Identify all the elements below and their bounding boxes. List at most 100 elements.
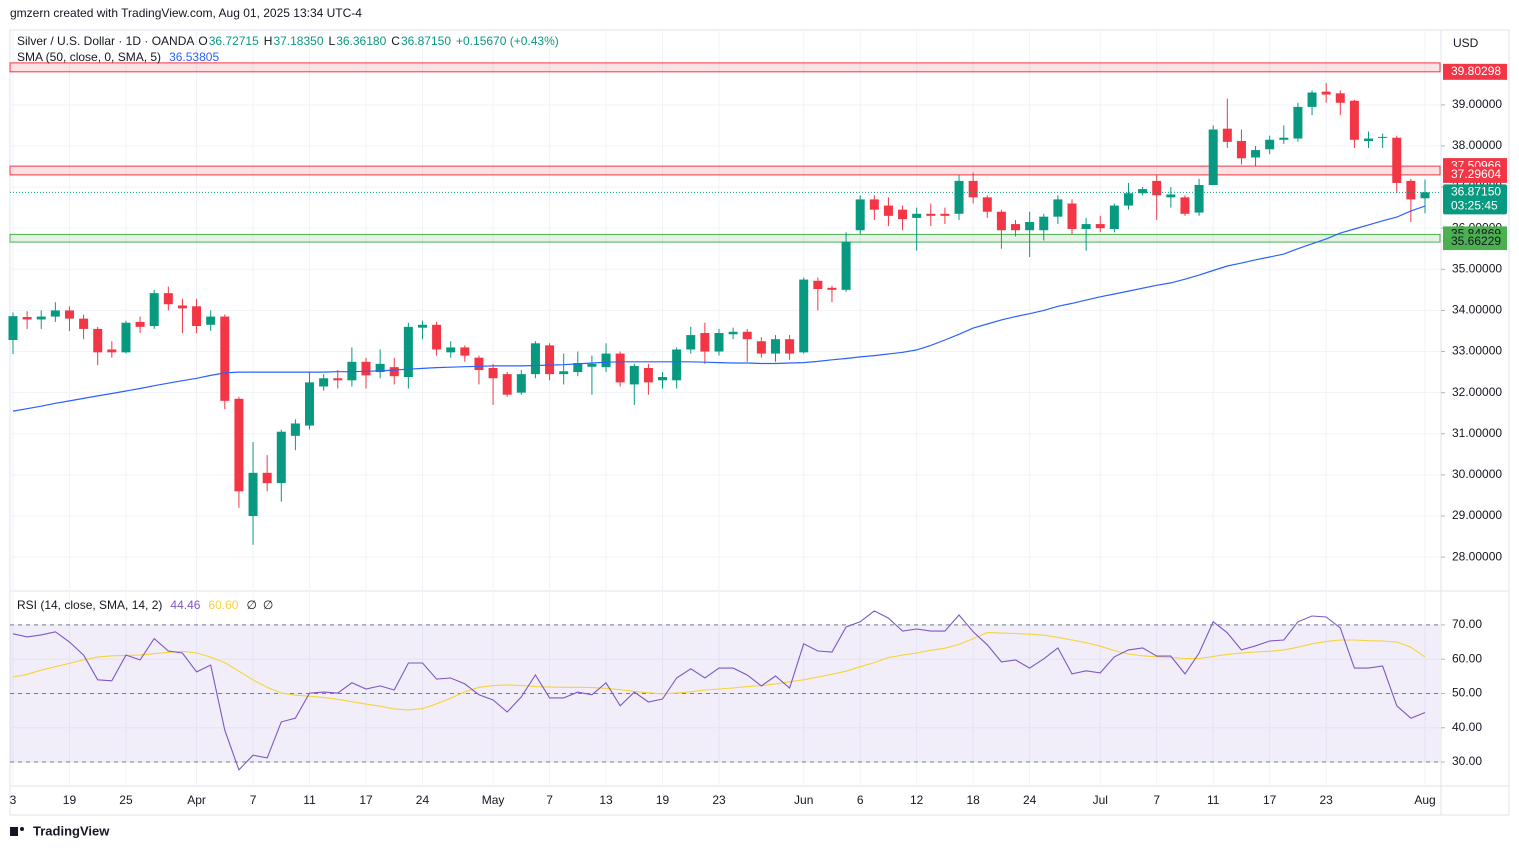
candle-body (1011, 224, 1021, 231)
candle-body (1152, 180, 1162, 196)
candle-body (1222, 128, 1232, 142)
legend-text: C (391, 34, 400, 48)
candle-body (799, 279, 809, 353)
x-tick-label: 13 (599, 793, 613, 807)
y-tick-label: 34.00000 (1452, 303, 1502, 317)
candle-body (333, 378, 343, 381)
candle-body (149, 293, 159, 327)
x-tick-label: 7 (1153, 793, 1160, 807)
candle-body (93, 328, 103, 353)
zone (9, 233, 1441, 243)
x-tick-label: 19 (63, 793, 77, 807)
y-tick-label: 32.00000 (1452, 385, 1502, 399)
countdown: 03:25:45 (1451, 199, 1498, 213)
candle-body (64, 310, 74, 319)
x-tick-label: 17 (1263, 793, 1277, 807)
candle-body (869, 199, 879, 210)
candle-body (375, 363, 385, 373)
legend-text: 44.46 (170, 598, 200, 612)
legend-text: 36.87150 (401, 34, 451, 48)
candle-body (121, 322, 131, 353)
candle-body (996, 211, 1006, 231)
x-tick-label: 24 (1023, 793, 1037, 807)
x-tick-label: 3 (10, 793, 17, 807)
last-price-label: 36.87150 (1451, 185, 1501, 199)
x-tick-label: Aug (1414, 793, 1435, 807)
legend-text: 36.53805 (169, 50, 219, 64)
y-tick-label: 29.00000 (1452, 508, 1502, 522)
candle-body (206, 316, 216, 325)
candle-body (220, 316, 230, 401)
candle-body (1095, 224, 1105, 229)
y-tick-label: 38.00000 (1452, 138, 1502, 152)
candle-body (474, 357, 484, 371)
x-tick-label: Apr (187, 793, 206, 807)
legend-text: O (198, 34, 207, 48)
x-tick-label: 23 (1319, 793, 1333, 807)
candle-body (686, 335, 696, 350)
candle-body (1335, 93, 1345, 103)
candle-body (460, 347, 470, 356)
x-tick-label: 25 (119, 793, 133, 807)
x-tick-label: 6 (857, 793, 864, 807)
candle-body (855, 199, 865, 231)
zone-label-box (1443, 63, 1507, 80)
candle-body (643, 367, 653, 383)
zone-label: 37.29604 (1451, 167, 1501, 181)
currency: USD (1453, 36, 1479, 50)
legend-text: 36.36180 (336, 34, 386, 48)
candle-body (898, 209, 908, 220)
zone (9, 62, 1441, 73)
candle-body (234, 398, 244, 492)
candle-body (319, 378, 329, 387)
legend-text: 36.72715 (209, 34, 259, 48)
y-tick-label: 33.00000 (1452, 344, 1502, 358)
candle-body (248, 472, 258, 516)
zone-label-box (1443, 234, 1507, 251)
candle-body (22, 316, 32, 320)
candle-body (1067, 203, 1077, 230)
zone-label: 39.80298 (1451, 64, 1501, 78)
x-tick-label: 18 (966, 793, 980, 807)
candle-body (672, 349, 682, 381)
frame (9, 29, 1510, 816)
candle-body (516, 374, 526, 393)
y-tick-label: 70.00 (1452, 617, 1482, 631)
candle-body (1307, 92, 1317, 107)
x-tick-label: 19 (656, 793, 670, 807)
zone (9, 165, 1441, 176)
candle-body (432, 324, 442, 350)
candle-body (1039, 216, 1049, 231)
candle-body (502, 374, 512, 395)
candle-body (742, 331, 752, 340)
legend-text: L (329, 34, 336, 48)
candle-body (290, 423, 300, 436)
candle-body (813, 280, 823, 290)
candle-body (545, 345, 555, 375)
candle-body (714, 333, 724, 352)
x-tick-label: May (482, 793, 505, 807)
candle-body (417, 324, 427, 328)
candle-body (1406, 180, 1416, 200)
candle-body (615, 353, 625, 383)
zone-label: 35.66229 (1451, 234, 1501, 248)
legend-text: RSI (14, close, SMA, 14, 2) (17, 598, 162, 612)
y-tick-label: 35.00000 (1452, 261, 1502, 275)
legend-text: ∅ (246, 598, 256, 612)
x-tick-label: 17 (359, 793, 373, 807)
candle-body (1025, 222, 1035, 231)
legend-text: SMA (50, close, 0, SMA, 5) (17, 50, 161, 64)
candle-body (700, 333, 710, 352)
candle-body (79, 318, 89, 329)
y-tick-label: 31.00000 (1452, 426, 1502, 440)
candle-body (446, 347, 456, 353)
candle-body (361, 361, 371, 376)
zone-label-box (1443, 166, 1507, 183)
candle-body (1194, 185, 1204, 213)
legend-text: H (264, 34, 273, 48)
candle-body (1236, 141, 1246, 159)
candle-body (50, 310, 60, 317)
candle-body (305, 382, 315, 426)
candle-body (954, 180, 964, 214)
